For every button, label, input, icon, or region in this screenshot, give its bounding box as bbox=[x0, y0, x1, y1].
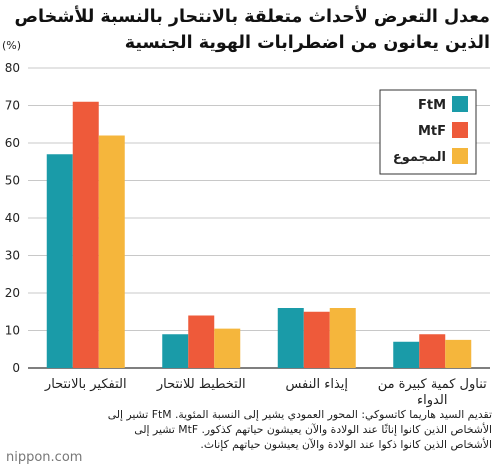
bar bbox=[98, 135, 125, 368]
y-tick-label: 40 bbox=[5, 211, 20, 225]
legend-label: المجموع bbox=[393, 150, 446, 165]
legend-label: MtF bbox=[418, 124, 446, 139]
bar bbox=[46, 154, 73, 368]
chart-caption: تقديم السيد هاريما كاتسوكي: المحور العمو… bbox=[107, 408, 492, 451]
chart-title: معدل التعرض لأحداث متعلقة بالانتحار بالن… bbox=[14, 7, 490, 53]
category-label: التفكير بالانتحار bbox=[44, 377, 127, 392]
y-tick-label: 80 bbox=[5, 61, 20, 75]
bar bbox=[188, 315, 215, 368]
legend-label: FtM bbox=[418, 98, 446, 113]
brand-logo: nippon.com bbox=[6, 450, 83, 465]
y-tick-label: 30 bbox=[5, 249, 20, 263]
y-tick-label: 70 bbox=[5, 99, 20, 113]
legend-swatch bbox=[452, 148, 468, 164]
y-tick-label: 50 bbox=[5, 174, 20, 188]
bar bbox=[445, 339, 472, 368]
category-label: التخطيط للانتحار bbox=[156, 377, 246, 392]
y-tick-label: 20 bbox=[5, 286, 20, 300]
legend-swatch bbox=[452, 122, 468, 138]
category-label: تناول كمية كبيرة من الدواء bbox=[378, 377, 487, 408]
y-tick-label: 0 bbox=[12, 361, 20, 375]
bar-chart: 0 10 20 30 40 50 60 70 80 (%) التفكير بالانتحار الت… bbox=[2, 39, 490, 408]
category-label: إيذاء النفس bbox=[285, 377, 348, 392]
y-tick-label: 10 bbox=[5, 324, 20, 338]
bar bbox=[303, 311, 330, 368]
bar bbox=[393, 341, 420, 368]
bar bbox=[277, 308, 304, 368]
legend-swatch bbox=[452, 96, 468, 112]
bar bbox=[72, 101, 99, 368]
y-axis-unit: (%) bbox=[2, 39, 21, 52]
bar bbox=[214, 328, 241, 368]
bar bbox=[419, 334, 446, 368]
bar bbox=[329, 308, 356, 368]
bar bbox=[162, 334, 189, 368]
y-tick-label: 60 bbox=[5, 136, 20, 150]
